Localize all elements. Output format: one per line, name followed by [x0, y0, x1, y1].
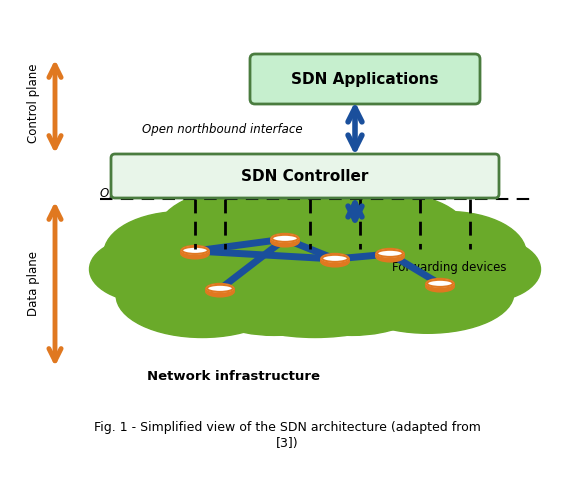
Ellipse shape	[181, 246, 210, 256]
Ellipse shape	[417, 236, 541, 303]
Ellipse shape	[376, 249, 404, 259]
Ellipse shape	[196, 260, 352, 335]
Ellipse shape	[377, 250, 403, 257]
Ellipse shape	[182, 247, 208, 254]
Text: Fig. 1 - Simplified view of the SDN architecture (adapted from: Fig. 1 - Simplified view of the SDN arch…	[94, 421, 480, 434]
Ellipse shape	[207, 285, 233, 292]
Text: Data plane: Data plane	[28, 251, 41, 316]
Text: [3]): [3])	[276, 438, 298, 451]
Text: Forwarding devices: Forwarding devices	[392, 260, 506, 273]
Ellipse shape	[182, 277, 448, 324]
Text: SDN Controller: SDN Controller	[241, 169, 369, 184]
Ellipse shape	[427, 280, 453, 287]
Ellipse shape	[376, 251, 404, 262]
Ellipse shape	[116, 253, 288, 337]
FancyBboxPatch shape	[250, 54, 480, 104]
FancyBboxPatch shape	[111, 154, 499, 198]
Text: Network infrastructure: Network infrastructure	[147, 370, 320, 384]
Ellipse shape	[426, 278, 454, 289]
Ellipse shape	[272, 235, 298, 242]
Ellipse shape	[426, 281, 454, 292]
Ellipse shape	[271, 236, 299, 247]
Ellipse shape	[271, 234, 299, 245]
Ellipse shape	[157, 189, 329, 276]
Text: SDN Applications: SDN Applications	[291, 71, 439, 86]
Ellipse shape	[192, 212, 438, 337]
Ellipse shape	[321, 253, 350, 264]
Ellipse shape	[321, 256, 350, 267]
Ellipse shape	[205, 286, 234, 297]
Ellipse shape	[370, 212, 526, 295]
Ellipse shape	[322, 255, 348, 262]
Ellipse shape	[274, 260, 430, 335]
Ellipse shape	[205, 283, 234, 294]
Text: Control plane: Control plane	[28, 64, 41, 143]
Text: Open southbound interface: Open southbound interface	[100, 187, 262, 200]
Ellipse shape	[233, 183, 397, 271]
Ellipse shape	[90, 236, 212, 303]
Ellipse shape	[342, 253, 514, 333]
Ellipse shape	[305, 193, 469, 276]
Text: Open northbound interface: Open northbound interface	[142, 122, 302, 136]
Ellipse shape	[181, 248, 210, 259]
Ellipse shape	[104, 212, 259, 295]
